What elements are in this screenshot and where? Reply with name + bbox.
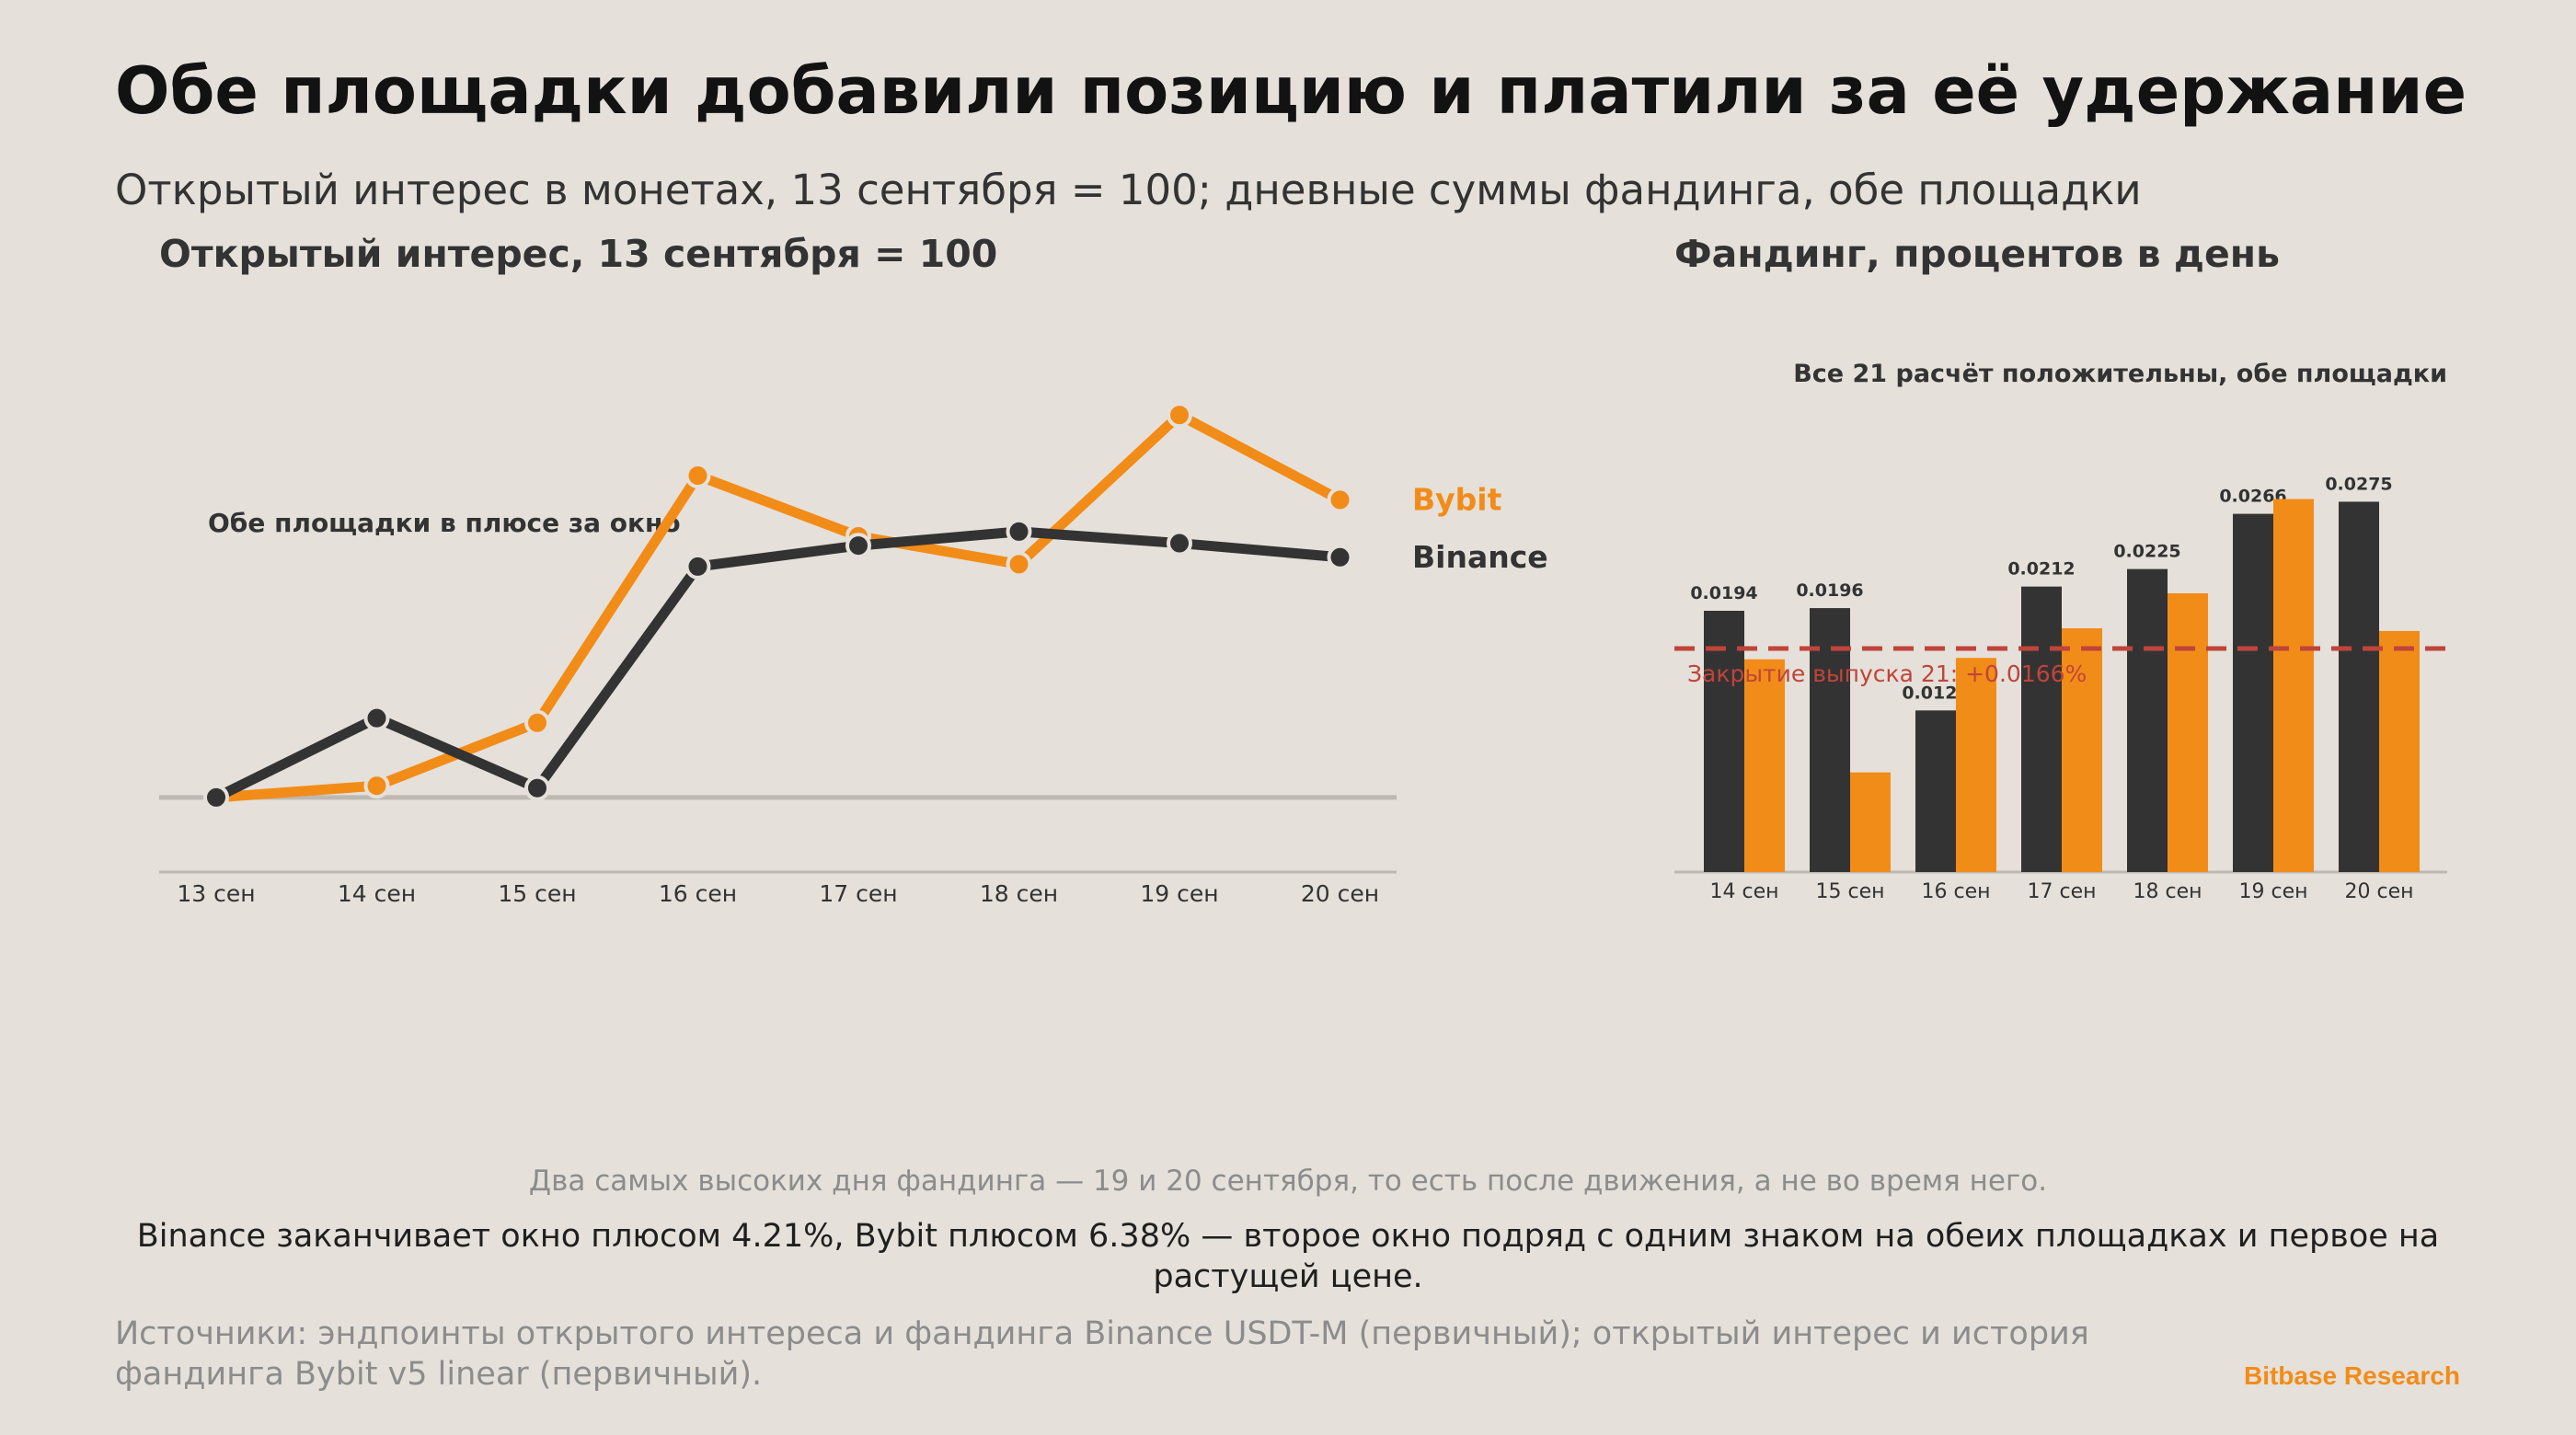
oi-annotation: Обе площадки в плюсе за окно bbox=[208, 508, 681, 538]
funding-x-tick-label: 16 сен bbox=[1921, 880, 1990, 903]
footnote-conclusion: Binance заканчивает окно плюсом 4.21%, B… bbox=[136, 1218, 2440, 1295]
funding-bar-bybit bbox=[2379, 630, 2420, 872]
funding-bar-bybit bbox=[1956, 658, 1996, 872]
funding-chart: Фандинг, процентов в день Все 21 расчёт … bbox=[1674, 232, 2447, 903]
funding-bar-binance bbox=[1704, 611, 1744, 872]
page-title: Обе площадки добавили позицию и платили … bbox=[115, 53, 2467, 129]
oi-point-bybit bbox=[684, 463, 711, 489]
oi-x-tick-label: 17 сен bbox=[819, 880, 897, 907]
funding-value-label: 0.0212 bbox=[2007, 559, 2075, 580]
funding-bar-binance bbox=[2021, 586, 2062, 872]
oi-point-binance bbox=[524, 775, 550, 801]
funding-bar-bybit bbox=[1850, 772, 1891, 872]
funding-bar-bybit bbox=[2062, 628, 2102, 872]
funding-chart-title: Фандинг, процентов в день bbox=[1674, 232, 2280, 276]
funding-annotation: Все 21 расчёт положительны, обе площадки bbox=[1793, 360, 2447, 388]
oi-point-bybit bbox=[1006, 551, 1032, 578]
oi-point-binance bbox=[1327, 544, 1353, 570]
brand-logo: Bitbase Research bbox=[2243, 1361, 2460, 1390]
oi-point-binance bbox=[1167, 530, 1192, 557]
funding-reference-label: Закрытие выпуска 21: +0.0166% bbox=[1687, 660, 2087, 687]
funding-value-label: 0.0225 bbox=[2113, 542, 2180, 562]
oi-point-bybit bbox=[363, 773, 390, 799]
footnote-note: Два самых высоких дня фандинга — 19 и 20… bbox=[528, 1165, 2048, 1198]
funding-value-label: 0.0266 bbox=[2219, 487, 2286, 507]
oi-x-tick-label: 14 сен bbox=[338, 880, 416, 907]
funding-x-tick-label: 19 сен bbox=[2238, 880, 2307, 903]
sources-note: Источники: эндпоинты открытого интереса … bbox=[115, 1315, 2089, 1393]
oi-series-label-bybit: Bybit bbox=[1412, 481, 1502, 517]
funding-x-tick-label: 18 сен bbox=[2133, 880, 2202, 903]
funding-bar-binance bbox=[1915, 710, 1956, 872]
funding-x-tick-label: 14 сен bbox=[1709, 880, 1778, 903]
funding-value-label: 0.0196 bbox=[1796, 580, 1863, 601]
funding-bar-binance bbox=[2233, 513, 2273, 872]
oi-point-binance bbox=[684, 553, 711, 580]
oi-point-binance bbox=[1006, 518, 1032, 545]
oi-point-binance bbox=[363, 705, 390, 731]
funding-value-label: 0.0120 bbox=[1902, 683, 1969, 703]
oi-point-bybit bbox=[524, 709, 550, 736]
page-subtitle: Открытый интерес в монетах, 13 сентября … bbox=[115, 166, 2142, 214]
oi-point-bybit bbox=[1327, 487, 1353, 513]
oi-line-bybit bbox=[211, 409, 1345, 803]
funding-bar-bybit bbox=[1744, 659, 1785, 872]
funding-bar-bybit bbox=[2168, 592, 2208, 872]
funding-bar-bybit bbox=[2273, 499, 2314, 872]
funding-x-tick-label: 15 сен bbox=[1815, 880, 1884, 903]
funding-bar-binance bbox=[2127, 568, 2168, 872]
open-interest-chart: Открытый интерес, 13 сентября = 100 Обе … bbox=[159, 232, 1548, 907]
funding-x-tick-label: 20 сен bbox=[2344, 880, 2413, 903]
oi-point-binance bbox=[203, 784, 229, 810]
oi-x-tick-label: 16 сен bbox=[659, 880, 737, 907]
oi-x-tick-label: 20 сен bbox=[1301, 880, 1379, 907]
oi-x-tick-label: 19 сен bbox=[1140, 880, 1218, 907]
funding-value-label: 0.0275 bbox=[2325, 474, 2392, 494]
oi-point-bybit bbox=[1167, 402, 1192, 429]
oi-x-tick-label: 13 сен bbox=[177, 880, 255, 907]
oi-series-label-binance: Binance bbox=[1412, 539, 1548, 575]
funding-x-tick-label: 17 сен bbox=[2027, 880, 2096, 903]
oi-x-tick-label: 18 сен bbox=[980, 880, 1058, 907]
oi-chart-title: Открытый интерес, 13 сентября = 100 bbox=[159, 232, 997, 276]
funding-value-label: 0.0194 bbox=[1690, 583, 1757, 603]
oi-point-binance bbox=[845, 533, 871, 559]
oi-line-binance bbox=[211, 526, 1345, 803]
oi-x-tick-label: 15 сен bbox=[498, 880, 576, 907]
funding-bar-binance bbox=[2339, 501, 2379, 872]
funding-bar-binance bbox=[1810, 608, 1850, 872]
